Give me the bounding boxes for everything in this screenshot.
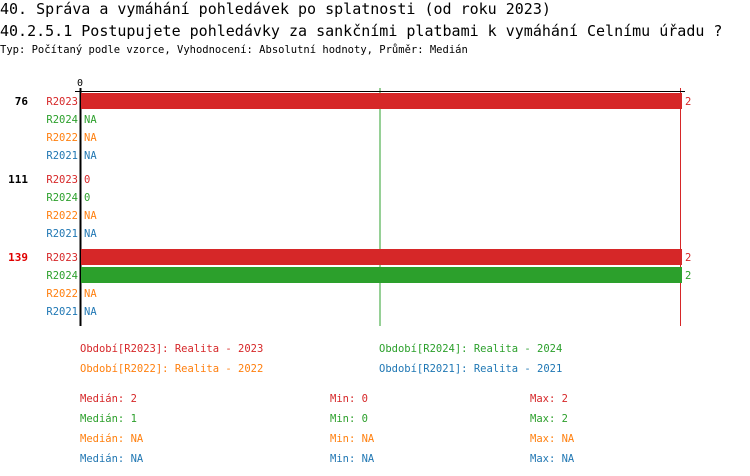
x-tick-label: 0 [77, 78, 83, 89]
min-stat: Min: 0 [330, 413, 368, 425]
median-stat: Medián: 2 [80, 393, 137, 405]
value-label: NA [84, 210, 97, 222]
value-label: NA [84, 150, 97, 162]
bar [81, 249, 682, 265]
value-label: NA [84, 228, 97, 240]
value-label: 2 [685, 96, 691, 108]
group-label: 76 [15, 95, 29, 108]
value-label: NA [84, 114, 97, 126]
legend-entry: Období[R2021]: Realita - 2021 [379, 363, 562, 375]
group-label: 139 [8, 251, 28, 264]
median-stat: Medián: NA [80, 453, 144, 465]
group-label: 111 [8, 173, 28, 186]
legend-entry: Období[R2023]: Realita - 2023 [80, 343, 263, 355]
series-label: R2023 [46, 174, 78, 186]
series-label: R2021 [46, 306, 78, 318]
value-label: 2 [685, 252, 691, 264]
legend-entry: Období[R2024]: Realita - 2024 [379, 343, 562, 355]
legend-entry: Období[R2022]: Realita - 2022 [80, 363, 263, 375]
max-stat: Max: 2 [530, 393, 568, 405]
value-label: 0 [84, 174, 90, 186]
series-label: R2021 [46, 150, 78, 162]
series-label: R2022 [46, 210, 78, 222]
series-label: R2023 [46, 252, 78, 264]
section-title: 40. Správa a vymáhání pohledávek po spla… [0, 0, 551, 18]
min-stat: Min: 0 [330, 393, 368, 405]
value-label: NA [84, 288, 97, 300]
series-label: R2024 [46, 192, 78, 204]
value-label: NA [84, 132, 97, 144]
bar [81, 93, 682, 109]
chart-info: Typ: Počítaný podle vzorce, Vyhodnocení:… [0, 44, 468, 56]
median-stat: Medián: 1 [80, 413, 137, 425]
question-title: 40.2.5.1 Postupujete pohledávky za sankč… [0, 22, 723, 40]
median-stat: Medián: NA [80, 433, 144, 445]
min-stat: Min: NA [330, 433, 375, 445]
series-label: R2024 [46, 270, 78, 282]
series-label: R2023 [46, 96, 78, 108]
series-label: R2022 [46, 132, 78, 144]
max-stat: Max: 2 [530, 413, 568, 425]
series-label: R2024 [46, 114, 78, 126]
value-label: 0 [84, 192, 90, 204]
max-stat: Max: NA [530, 433, 575, 445]
min-stat: Min: NA [330, 453, 375, 465]
max-stat: Max: NA [530, 453, 575, 465]
value-label: 2 [685, 270, 691, 282]
series-label: R2022 [46, 288, 78, 300]
bar [81, 267, 682, 283]
value-label: NA [84, 306, 97, 318]
series-label: R2021 [46, 228, 78, 240]
